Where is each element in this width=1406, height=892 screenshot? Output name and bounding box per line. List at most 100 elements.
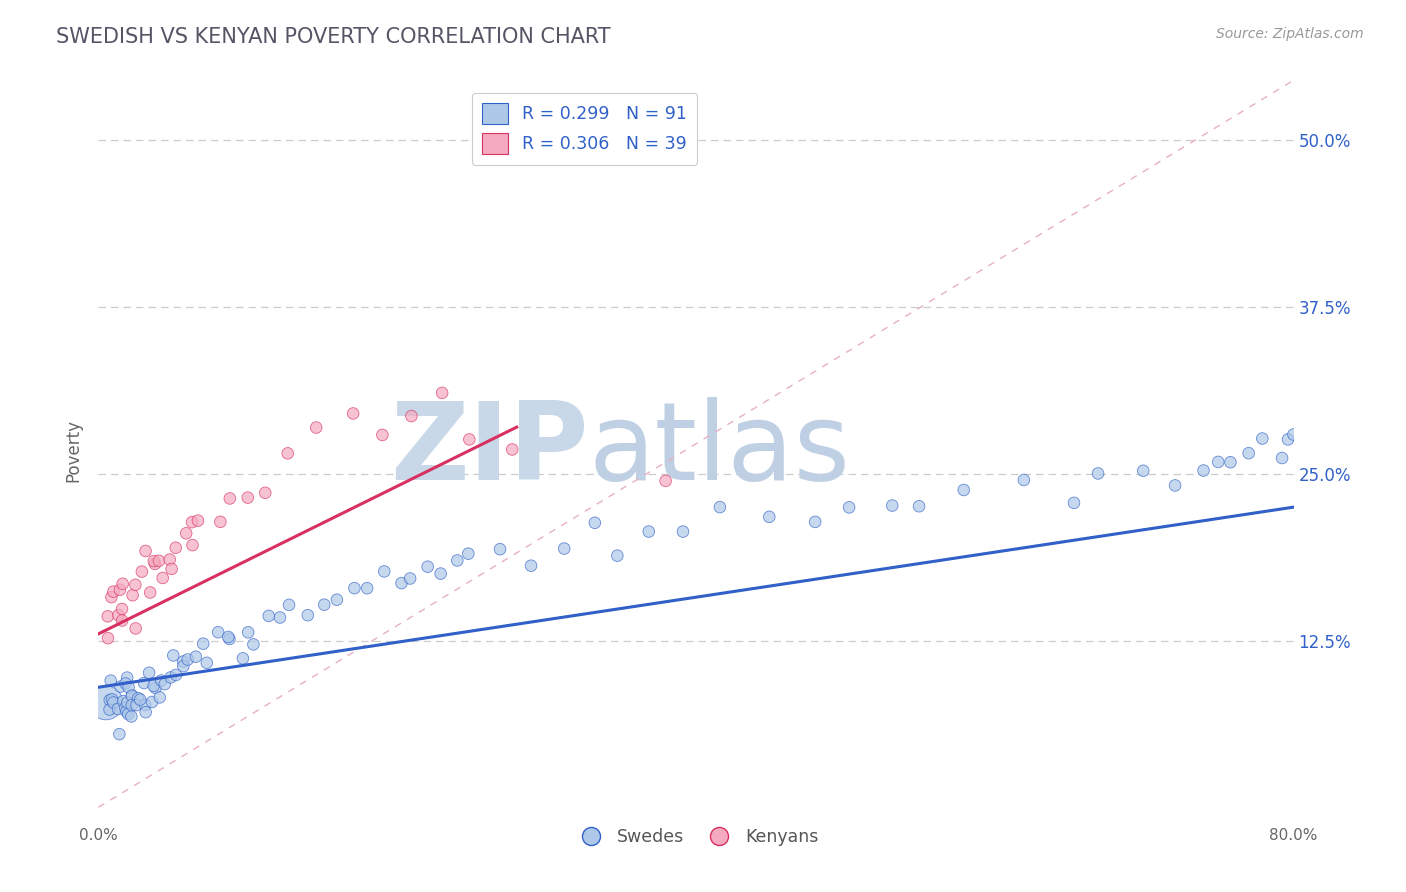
Point <box>172 659 194 673</box>
Point <box>399 572 422 586</box>
Point <box>135 705 157 719</box>
Point <box>165 541 187 555</box>
Point <box>489 542 512 557</box>
Point <box>101 692 124 706</box>
Point <box>131 565 153 579</box>
Point <box>110 680 132 694</box>
Point <box>142 679 165 693</box>
Point <box>159 670 181 684</box>
Point <box>145 681 167 695</box>
Y-axis label: Poverty: Poverty <box>65 419 83 482</box>
Text: SWEDISH VS KENYAN POVERTY CORRELATION CHART: SWEDISH VS KENYAN POVERTY CORRELATION CH… <box>56 27 610 46</box>
Point <box>371 428 394 442</box>
Point <box>343 581 366 595</box>
Point <box>429 566 451 581</box>
Point <box>107 608 129 623</box>
Point <box>111 576 134 591</box>
Point <box>165 668 187 682</box>
Point <box>257 608 280 623</box>
Point <box>401 409 423 423</box>
Point <box>141 695 163 709</box>
Point <box>709 500 731 515</box>
Point <box>297 608 319 623</box>
Point <box>153 677 176 691</box>
Point <box>100 590 122 604</box>
Point <box>314 598 336 612</box>
Point <box>553 541 575 556</box>
Point <box>172 655 194 669</box>
Point <box>1282 427 1305 442</box>
Point <box>97 609 120 624</box>
Point <box>1219 455 1241 469</box>
Point <box>174 526 197 541</box>
Point <box>1132 464 1154 478</box>
Point <box>138 665 160 680</box>
Point <box>124 622 146 636</box>
Point <box>139 585 162 599</box>
Point <box>1251 432 1274 446</box>
Point <box>111 614 134 628</box>
Point <box>162 648 184 663</box>
Point <box>117 696 139 710</box>
Point <box>159 552 181 566</box>
Point <box>114 701 136 715</box>
Point <box>1277 433 1299 447</box>
Point <box>209 515 232 529</box>
Point <box>305 420 328 434</box>
Point <box>416 559 439 574</box>
Point <box>121 689 143 703</box>
Point <box>187 514 209 528</box>
Point <box>446 553 468 567</box>
Point <box>356 581 378 595</box>
Point <box>373 565 395 579</box>
Point <box>184 649 207 664</box>
Point <box>100 673 122 688</box>
Point <box>177 652 200 666</box>
Point <box>121 588 143 602</box>
Point <box>1271 450 1294 465</box>
Point <box>111 602 134 616</box>
Point <box>94 696 117 710</box>
Point <box>142 554 165 568</box>
Point <box>1237 446 1260 460</box>
Point <box>1206 455 1229 469</box>
Point <box>108 727 131 741</box>
Point <box>457 547 479 561</box>
Point <box>952 483 974 497</box>
Point <box>121 688 143 702</box>
Point <box>115 705 138 719</box>
Point <box>98 702 121 716</box>
Point <box>326 592 349 607</box>
Point <box>114 676 136 690</box>
Text: ZIP: ZIP <box>389 398 589 503</box>
Point <box>143 557 166 571</box>
Point <box>1063 496 1085 510</box>
Point <box>606 549 628 563</box>
Point <box>583 516 606 530</box>
Point <box>1164 478 1187 492</box>
Point <box>238 625 260 640</box>
Point <box>501 442 523 457</box>
Point <box>117 707 139 722</box>
Point <box>269 610 291 624</box>
Point <box>129 692 152 706</box>
Legend: Swedes, Kenyans: Swedes, Kenyans <box>567 821 825 853</box>
Point <box>108 582 131 597</box>
Point <box>148 554 170 568</box>
Point <box>181 538 204 552</box>
Point <box>97 631 120 645</box>
Point <box>520 558 543 573</box>
Point <box>218 491 240 506</box>
Point <box>637 524 659 539</box>
Point <box>278 598 301 612</box>
Point <box>103 584 125 599</box>
Point <box>1192 463 1215 477</box>
Point <box>232 651 254 665</box>
Point <box>207 625 229 640</box>
Point <box>254 485 277 500</box>
Point <box>458 433 481 447</box>
Point <box>195 656 218 670</box>
Point <box>838 500 860 515</box>
Point <box>160 562 183 576</box>
Point <box>882 499 904 513</box>
